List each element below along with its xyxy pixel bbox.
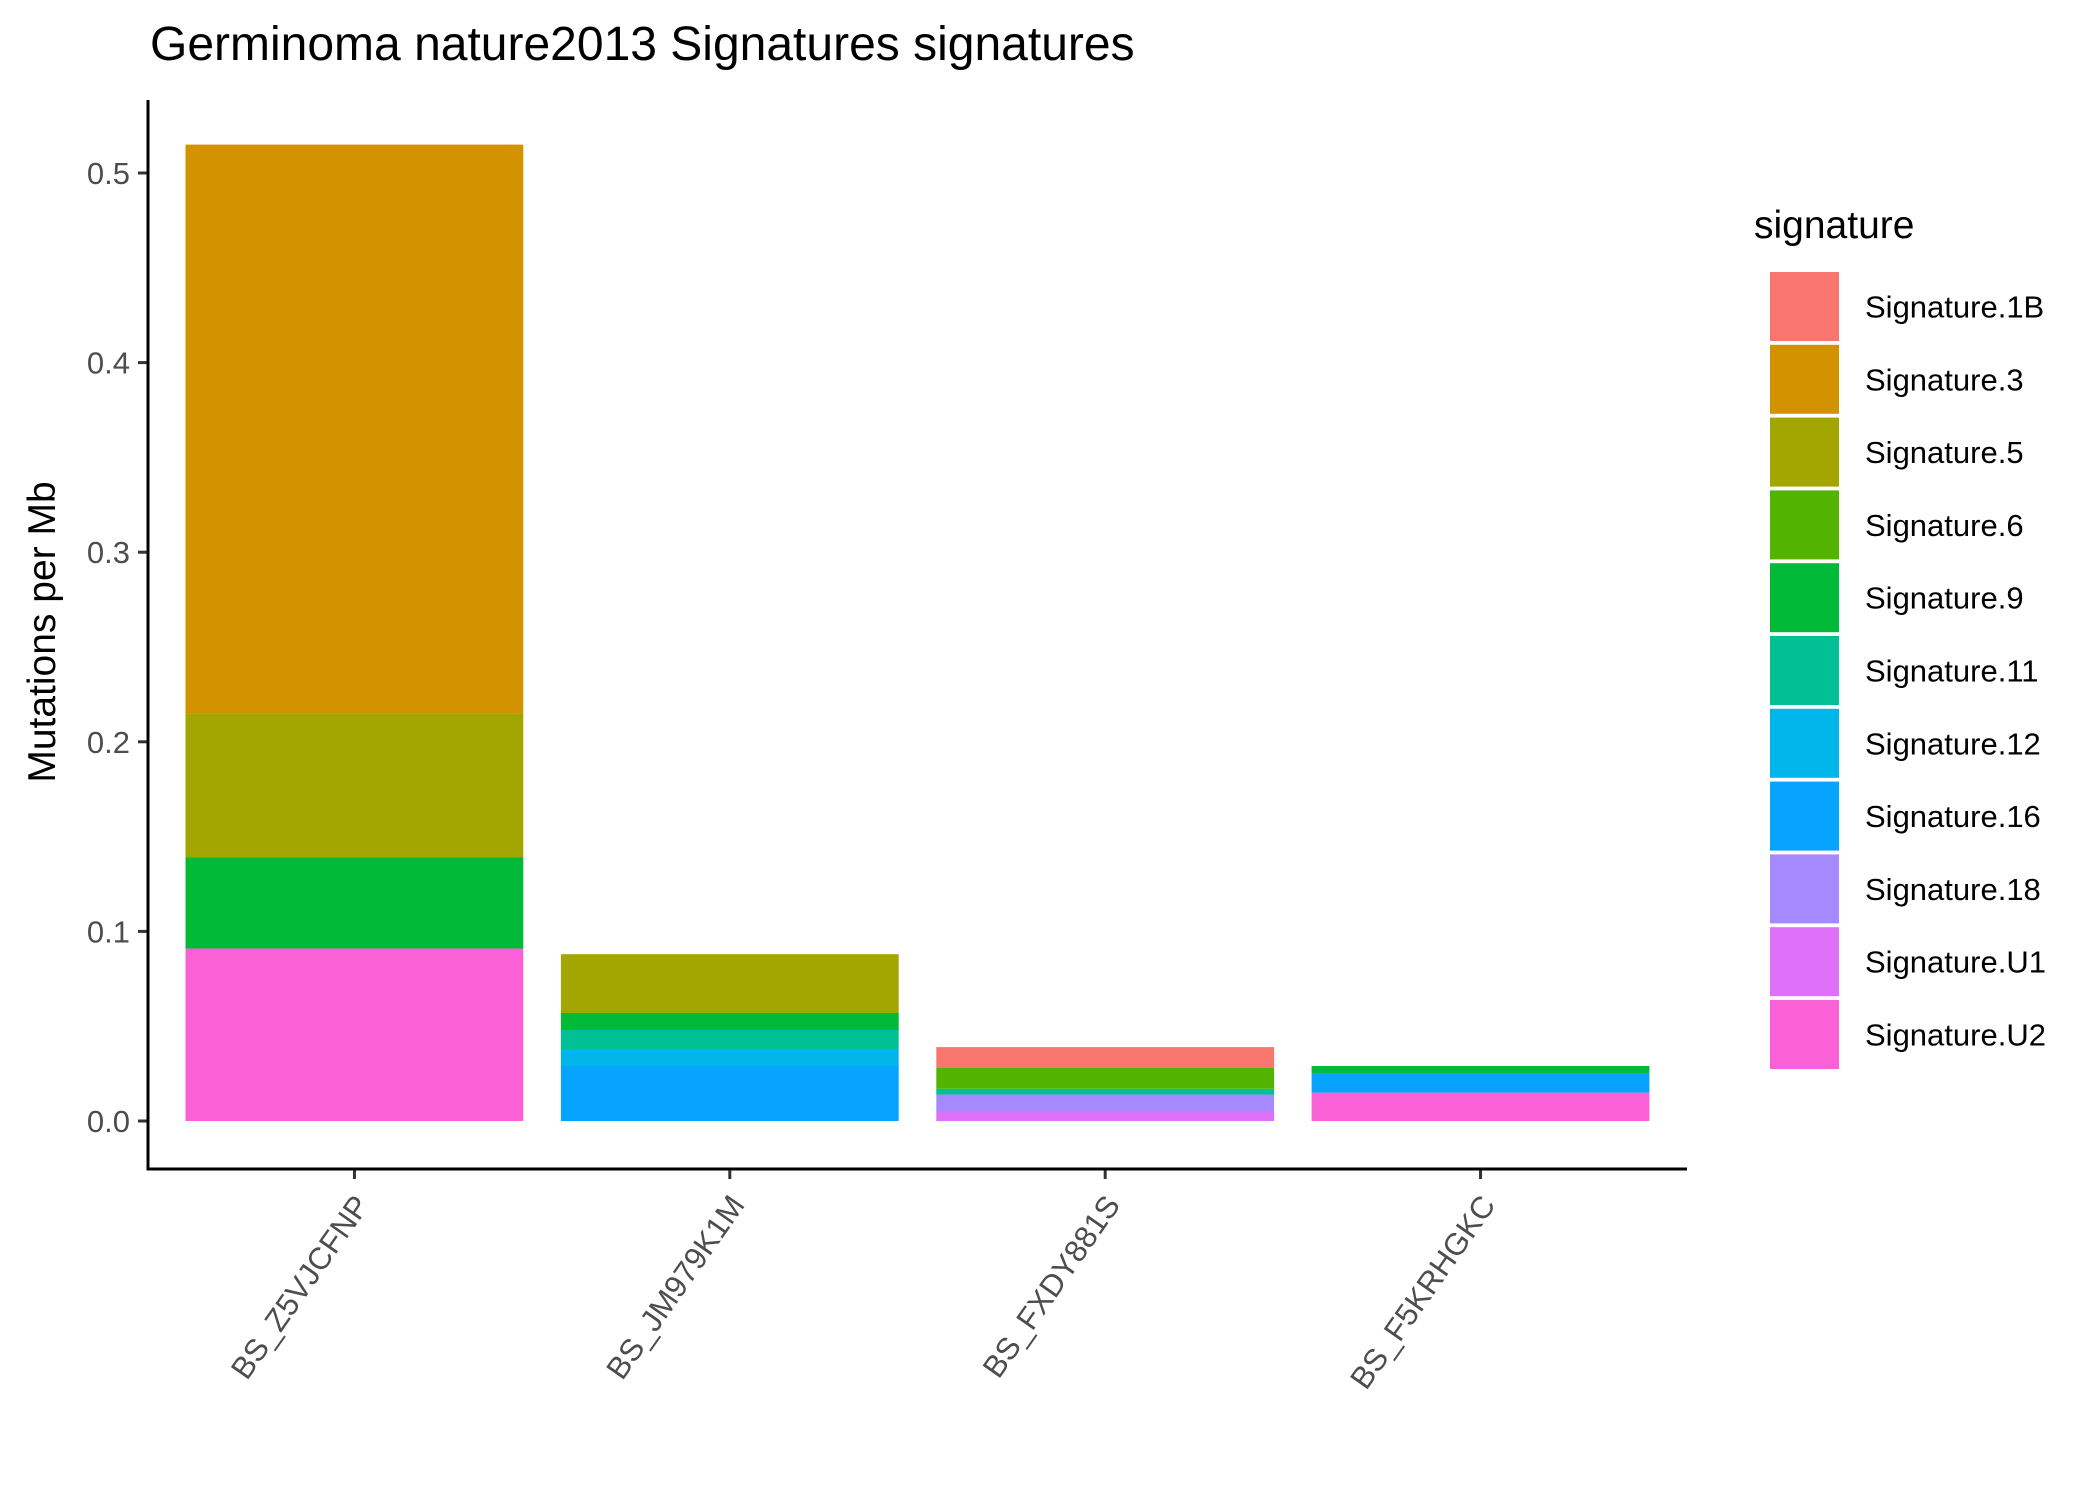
legend-label: Signature.5: [1865, 435, 2024, 470]
bar-segment-BS_JM979K1M-signature-5: [560, 954, 899, 1013]
bar-segment-BS_Z5VJCFNP-signature-3: [185, 144, 524, 714]
legend-key-signature-16: [1770, 781, 1839, 851]
legend-label: Signature.3: [1865, 362, 2024, 397]
legend-label: Signature.U2: [1865, 1018, 2046, 1053]
bar-segment-BS_FXDY881S-signature-6: [936, 1067, 1275, 1089]
legend-label: Signature.9: [1865, 581, 2024, 616]
bar-segment-BS_FXDY881S-signature-1b: [936, 1047, 1275, 1068]
bar-segment-BS_Z5VJCFNP-signature-u2: [185, 948, 524, 1121]
legend-label: Signature.16: [1865, 799, 2041, 834]
legend-label: Signature.11: [1865, 654, 2039, 689]
legend-key-signature-18: [1770, 854, 1839, 924]
y-tick-label: 0.3: [87, 535, 130, 570]
bar-segment-BS_FXDY881S-signature-11: [936, 1088, 1275, 1095]
legend-label: Signature.18: [1865, 872, 2041, 907]
x-tick-label: BS_F5KRHGKC: [1343, 1189, 1502, 1395]
bar-segment-BS_FXDY881S-signature-18: [936, 1094, 1275, 1112]
legend-label: Signature.6: [1865, 508, 2024, 543]
legend-key-signature-9: [1770, 563, 1839, 633]
legend-key-signature-3: [1770, 344, 1839, 414]
y-tick-label: 0.4: [87, 346, 130, 381]
legend: signature Signature.1B Signature.3 Signatu…: [1754, 204, 2046, 1069]
y-axis-title: Mutations per Mb: [21, 481, 64, 782]
legend-key-signature-u1: [1770, 927, 1839, 997]
x-tick-label: BS_JM979K1M: [599, 1189, 751, 1386]
bar-segment-BS_Z5VJCFNP-signature-9: [185, 857, 524, 949]
bar-segment-BS_Z5VJCFNP-signature-5: [185, 713, 524, 858]
y-tick-label: 0.1: [87, 914, 130, 949]
legend-key-signature-1b: [1770, 272, 1839, 341]
legend-label: Signature.U1: [1865, 945, 2046, 980]
bar-segment-BS_F5KRHGKC-signature-9: [1311, 1066, 1650, 1074]
legend-key-signature-5: [1770, 417, 1839, 487]
legend-title: signature: [1754, 204, 1914, 247]
legend-key-signature-u2: [1770, 1000, 1839, 1069]
chart-title: Germinoma nature2013 Signatures signatur…: [150, 18, 1135, 71]
plot-area: BS_Z5VJCFNP BS_JM979K1M BS_FXDY881S BS_F5KR…: [87, 100, 1687, 1395]
legend-label: Signature.12: [1865, 726, 2041, 761]
bar-segment-BS_F5KRHGKC-signature-u2: [1311, 1092, 1650, 1121]
y-tick-label: 0.0: [87, 1104, 130, 1139]
bar-segment-BS_FXDY881S-signature-u1: [936, 1111, 1275, 1121]
legend-key-signature-11: [1770, 636, 1839, 705]
bar-segment-BS_JM979K1M-signature-11: [560, 1030, 899, 1049]
legend-key-signature-6: [1770, 490, 1839, 560]
legend-label: Signature.1B: [1865, 290, 2044, 325]
bar-segment-BS_JM979K1M-signature-12: [560, 1049, 899, 1067]
y-tick-label: 0.5: [87, 156, 130, 191]
y-tick-label: 0.2: [87, 725, 130, 760]
legend-key-signature-12: [1770, 708, 1839, 778]
bar-segment-BS_F5KRHGKC-signature-16: [1311, 1073, 1650, 1093]
x-tick-label: BS_FXDY881S: [976, 1189, 1127, 1384]
bar-segment-BS_JM979K1M-signature-9: [560, 1012, 899, 1030]
bar-segment-BS_JM979K1M-signature-16: [560, 1066, 899, 1121]
x-tick-label: BS_Z5VJCFNP: [224, 1189, 376, 1385]
